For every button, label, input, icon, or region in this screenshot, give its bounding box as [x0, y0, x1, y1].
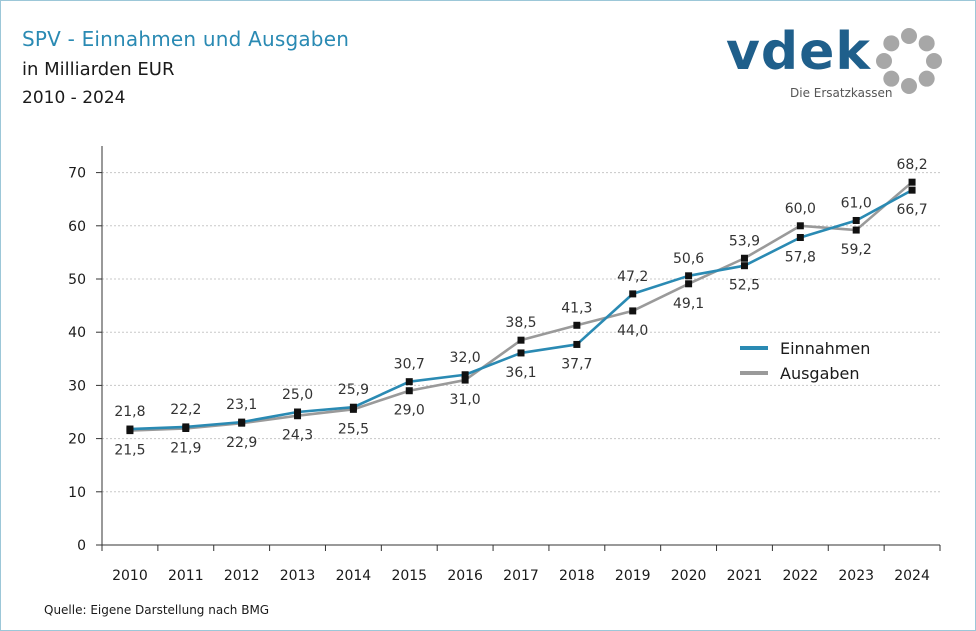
vdek-logo-tagline: Die Ersatzkassen [790, 86, 893, 100]
data-point-einnahmen [852, 216, 860, 224]
data-label-einnahmen: 37,7 [561, 356, 592, 372]
data-label-ausgaben: 60,0 [785, 201, 816, 217]
data-point-ausgaben [182, 424, 190, 432]
data-point-ausgaben [796, 222, 804, 230]
data-label-einnahmen: 47,2 [617, 269, 648, 285]
data-point-ausgaben [685, 280, 693, 288]
data-point-ausgaben [294, 412, 302, 420]
data-point-ausgaben [852, 226, 860, 234]
data-label-einnahmen: 23,1 [226, 397, 257, 413]
x-tick-label: 2016 [447, 568, 483, 584]
data-label-einnahmen: 50,6 [673, 251, 704, 267]
data-point-ausgaben [461, 376, 469, 384]
data-point-ausgaben [573, 321, 581, 329]
data-label-ausgaben: 68,2 [896, 157, 927, 173]
y-tick-label: 0 [77, 538, 86, 554]
data-point-einnahmen [740, 262, 748, 270]
data-label-einnahmen: 52,5 [729, 278, 760, 294]
data-point-ausgaben [908, 178, 916, 186]
data-label-ausgaben: 41,3 [561, 300, 592, 316]
data-label-ausgaben: 24,3 [282, 428, 313, 444]
data-point-einnahmen [629, 290, 637, 298]
x-tick-label: 2010 [112, 568, 148, 584]
chart-period: 2010 - 2024 [22, 88, 126, 108]
data-point-ausgaben [238, 419, 246, 427]
data-label-einnahmen: 36,1 [505, 365, 536, 381]
data-point-ausgaben [126, 427, 134, 435]
data-point-ausgaben [629, 307, 637, 315]
x-tick-label: 2018 [559, 568, 595, 584]
legend-label-ausgaben: Ausgaben [780, 364, 860, 383]
series-line-ausgaben [129, 181, 913, 432]
x-tick-label: 2013 [280, 568, 316, 584]
x-tick-label: 2017 [503, 568, 539, 584]
x-tick-label: 2020 [671, 568, 707, 584]
y-tick-label: 70 [68, 166, 86, 182]
x-tick-label: 2011 [168, 568, 204, 584]
data-label-ausgaben: 38,5 [505, 315, 536, 331]
data-label-einnahmen: 21,8 [114, 404, 145, 420]
y-tick-label: 20 [68, 432, 86, 448]
data-point-einnahmen [294, 408, 302, 416]
data-label-einnahmen: 25,0 [282, 387, 313, 403]
data-point-einnahmen [908, 186, 916, 194]
data-label-ausgaben: 59,2 [841, 242, 872, 258]
data-label-ausgaben: 21,5 [114, 443, 145, 459]
data-label-einnahmen: 22,2 [170, 402, 201, 418]
x-tick-label: 2019 [615, 568, 651, 584]
chart-subtitle: in Milliarden EUR [22, 59, 175, 80]
data-label-einnahmen: 30,7 [394, 357, 425, 373]
data-label-ausgaben: 49,1 [673, 296, 704, 312]
legend-label-einnahmen: Einnahmen [780, 339, 870, 358]
y-tick-label: 30 [68, 378, 86, 394]
x-tick-label: 2012 [224, 568, 260, 584]
data-point-einnahmen [405, 378, 413, 386]
chart-title: SPV - Einnahmen und Ausgaben [22, 27, 350, 51]
data-point-einnahmen [461, 371, 469, 379]
data-label-ausgaben: 21,9 [170, 440, 201, 456]
y-tick-label: 60 [68, 219, 86, 235]
x-tick-label: 2014 [336, 568, 372, 584]
source-note: Quelle: Eigene Darstellung nach BMG [44, 603, 270, 617]
x-tick-label: 2021 [727, 568, 763, 584]
data-point-einnahmen [517, 349, 525, 357]
data-point-ausgaben [740, 254, 748, 262]
data-label-ausgaben: 53,9 [729, 233, 760, 249]
data-point-ausgaben [349, 405, 357, 413]
data-label-ausgaben: 22,9 [226, 435, 257, 451]
data-label-ausgaben: 25,5 [338, 421, 369, 437]
data-label-einnahmen: 61,0 [841, 195, 872, 211]
x-tick-label: 2024 [894, 568, 930, 584]
x-tick-label: 2023 [838, 568, 874, 584]
data-label-einnahmen: 57,8 [785, 250, 816, 266]
data-point-ausgaben [517, 336, 525, 344]
data-label-ausgaben: 44,0 [617, 323, 648, 339]
data-point-ausgaben [405, 387, 413, 395]
data-point-einnahmen [685, 272, 693, 280]
data-point-einnahmen [573, 340, 581, 348]
y-tick-label: 50 [68, 272, 86, 288]
x-tick-label: 2015 [391, 568, 427, 584]
data-label-ausgaben: 31,0 [450, 392, 481, 408]
vdek-logo-text: vdek [726, 22, 871, 82]
y-tick-label: 10 [68, 485, 86, 501]
line-chart: 0 10 20 30 40 50 60 70 2010 2011 2012 2013 2014 2015 2… [68, 146, 941, 584]
data-label-einnahmen: 66,7 [896, 202, 927, 218]
data-point-einnahmen [796, 234, 804, 242]
x-tick-label: 2022 [783, 568, 819, 584]
vdek-logo-ring-icon [876, 28, 942, 94]
y-tick-label: 40 [68, 325, 86, 341]
data-label-einnahmen: 32,0 [450, 350, 481, 366]
data-label-ausgaben: 29,0 [394, 403, 425, 419]
data-label-einnahmen: 25,9 [338, 382, 369, 398]
